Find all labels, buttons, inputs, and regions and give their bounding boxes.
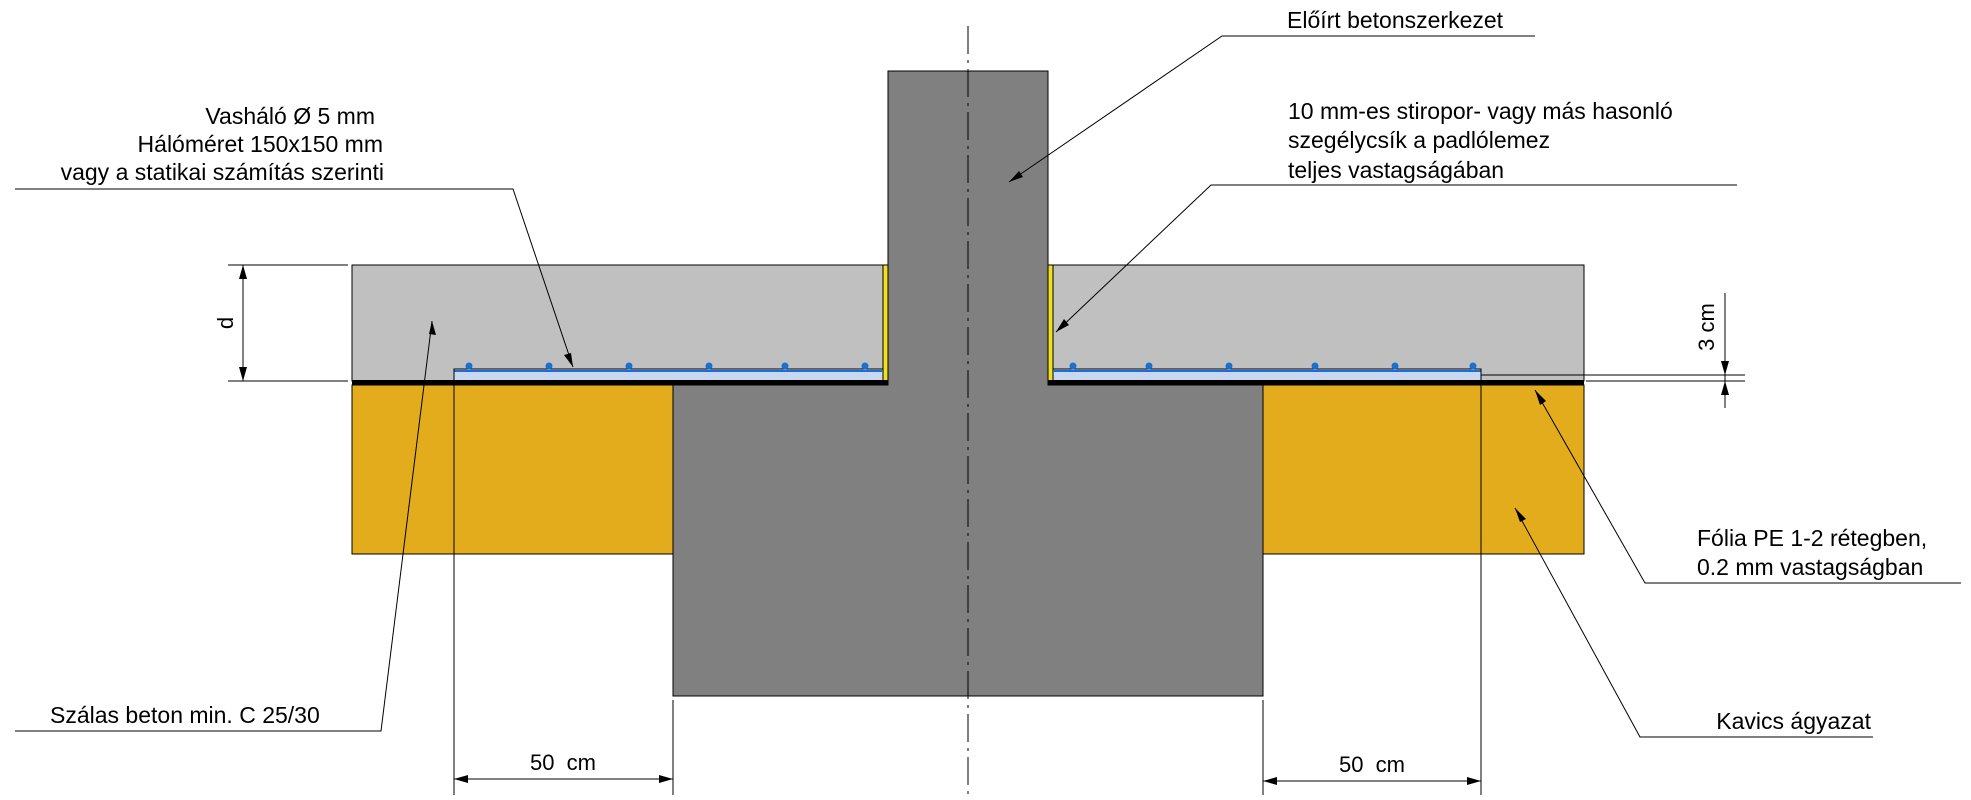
label-edge-strip-line-3: teljes vastagságában: [1288, 157, 1504, 183]
label-structure: Előírt betonszerkezet: [1287, 7, 1504, 33]
label-mesh-line-1: Vasháló Ø 5 mm: [205, 103, 375, 129]
dimension-50cm-left: 50 cm: [454, 750, 673, 783]
dimension-d-label: d: [213, 317, 238, 329]
dimension-d: d: [213, 265, 247, 381]
rebar-mesh-right: [1052, 362, 1482, 382]
dimension-50cm-left-label: 50 cm: [530, 750, 596, 775]
leader-foil: Fólia PE 1-2 rétegben, 0.2 mm vastagságb…: [1534, 389, 1961, 584]
leader-gravel: Kavics ágyazat: [1514, 507, 1873, 738]
dimension-3cm: 3 cm: [1694, 293, 1729, 408]
extension-lines: [228, 264, 1745, 795]
dimension-50cm-right: 50 cm: [1263, 752, 1481, 785]
label-foil-line-1: Fólia PE 1-2 rétegben,: [1697, 525, 1927, 551]
floor-slab-left: [351, 264, 888, 382]
label-foil-line-2: 0.2 mm vastagságban: [1697, 554, 1923, 580]
label-mesh-line-2: Hálóméret 150x150 mm: [138, 131, 383, 157]
gravel-bed-right: [1261, 384, 1585, 555]
floor-slab-right: [1050, 264, 1585, 382]
label-mesh-line-3: vagy a statikai számítás szerinti: [61, 159, 384, 185]
edge-strip-right: [1047, 264, 1054, 386]
leader-fiber-concrete: Szálas beton min. C 25/30: [15, 320, 436, 732]
label-edge-strip-line-2: szegélycsík a padlólemez: [1288, 127, 1550, 153]
leader-edge-strip: 10 mm-es stiropor- vagy más hasonló szeg…: [1055, 98, 1737, 333]
gravel-bed-left: [351, 384, 675, 555]
leader-mesh: Vasháló Ø 5 mm Hálóméret 150x150 mm vagy…: [15, 103, 574, 368]
label-fiber-concrete: Szálas beton min. C 25/30: [50, 702, 320, 728]
label-edge-strip-line-1: 10 mm-es stiropor- vagy más hasonló: [1288, 98, 1673, 124]
leader-structure: Előírt betonszerkezet: [1008, 7, 1535, 183]
dimension-3cm-label: 3 cm: [1694, 303, 1719, 351]
dimension-50cm-right-label: 50 cm: [1339, 752, 1405, 777]
label-gravel: Kavics ágyazat: [1716, 708, 1871, 734]
edge-strip-left: [882, 264, 889, 386]
